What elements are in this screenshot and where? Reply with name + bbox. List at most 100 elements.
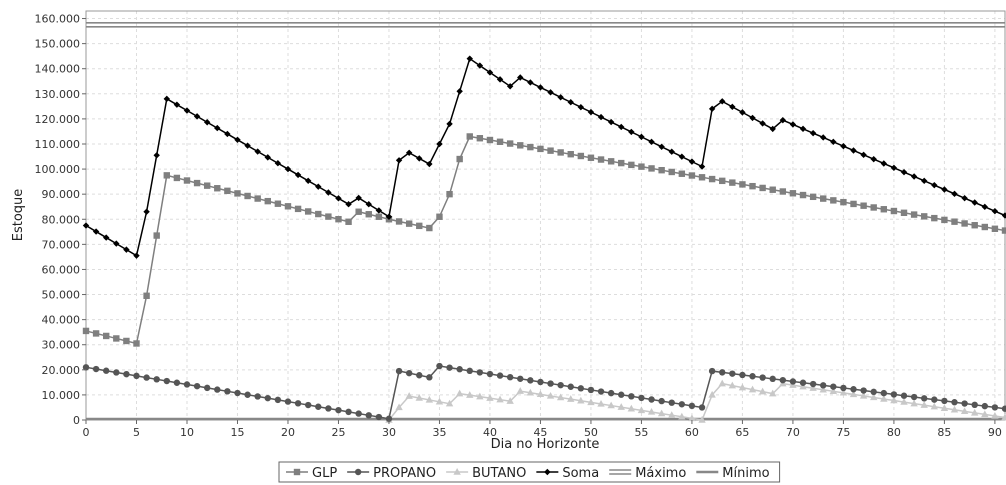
soma-point (587, 108, 595, 116)
glp-point (759, 184, 766, 192)
soma-point (315, 183, 322, 190)
x-tick-label: 20 (281, 426, 295, 439)
soma-point (436, 140, 443, 148)
x-tick-label: 55 (634, 426, 648, 439)
soma-point (517, 74, 524, 81)
soma-point (163, 95, 170, 103)
soma-point (860, 151, 867, 159)
propano-point (567, 383, 574, 390)
propano-point (375, 413, 383, 421)
y-tick-label: 70.000 (42, 238, 81, 251)
glp-point (203, 182, 211, 189)
propano-point (365, 412, 372, 419)
soma-point (102, 234, 110, 241)
soma-point (698, 163, 706, 170)
legend-marker (453, 468, 461, 475)
legend-label: Máximo (635, 466, 686, 481)
x-axis-label: Dia no Horizonte (491, 437, 600, 452)
glp-point (648, 165, 655, 172)
propano-point (668, 399, 675, 406)
glp-point (830, 197, 837, 204)
glp-point (910, 211, 918, 218)
series-soma (82, 55, 1006, 259)
butano-point (819, 385, 827, 393)
glp-point (880, 206, 888, 213)
propano-point (254, 393, 261, 400)
propano-point (92, 365, 100, 373)
y-tick-label: 90.000 (42, 188, 81, 201)
propano-point (102, 367, 110, 374)
butano-point (870, 393, 878, 401)
series-glp (82, 133, 1006, 347)
butano-point (587, 398, 595, 406)
glp-point (143, 292, 150, 299)
soma-point (719, 98, 726, 105)
glp-point (436, 213, 443, 220)
propano-point (729, 370, 736, 377)
propano-point (779, 376, 787, 384)
butano-point (657, 409, 666, 417)
propano-point (456, 366, 463, 373)
soma-point (92, 228, 100, 235)
glp-point (466, 133, 473, 140)
soma-point (203, 119, 211, 126)
soma-point (991, 207, 999, 215)
soma-point (749, 114, 756, 122)
propano-point (688, 402, 696, 410)
propano-point (183, 381, 191, 388)
glp-point (931, 214, 938, 222)
x-tick-label: 65 (735, 426, 749, 439)
y-tick-label: 50.000 (42, 289, 81, 302)
soma-point (820, 134, 827, 141)
glp-point (981, 223, 989, 231)
soma-point (688, 158, 696, 165)
x-tick-label: 90 (988, 426, 1002, 439)
glp-point (890, 207, 898, 215)
propano-point (163, 377, 170, 385)
soma-point (153, 152, 160, 159)
butano-point (859, 391, 868, 399)
glp-point (102, 332, 110, 340)
propano-point (557, 381, 564, 389)
soma-line (85, 57, 1006, 257)
propano-point (153, 376, 160, 383)
soma-point (335, 195, 342, 202)
propano-point (82, 364, 90, 371)
glp-point (224, 187, 231, 195)
x-tick-label: 80 (887, 426, 901, 439)
glp-point (486, 136, 494, 144)
propano-point (547, 380, 554, 387)
propano-point (951, 399, 958, 406)
propano-point (426, 374, 433, 381)
propano-point (830, 383, 837, 390)
legend-item-glp: GLP (286, 466, 337, 481)
soma-point (446, 120, 453, 128)
legend-box (278, 461, 781, 483)
glp-point (587, 154, 595, 161)
x-tick-label: 40 (483, 426, 497, 439)
soma-point (900, 168, 908, 176)
series-butano (385, 379, 1006, 423)
soma-point (345, 201, 352, 208)
legend-item-mnimo: Mínimo (696, 466, 770, 481)
x-tick-label: 10 (180, 426, 194, 439)
propano-point (698, 404, 706, 411)
glp-point (82, 327, 90, 335)
butano-point (930, 402, 939, 410)
soma-point (466, 55, 473, 62)
butano-point (476, 392, 484, 400)
propano-point (638, 394, 645, 402)
propano-point (385, 415, 393, 422)
soma-point (577, 103, 585, 111)
soma-point (941, 186, 948, 193)
glp-point (698, 174, 706, 181)
x-tick-label: 30 (382, 426, 396, 439)
glp-point (941, 216, 948, 224)
propano-point (971, 401, 978, 409)
y-tick-label: 80.000 (42, 213, 81, 226)
propano-point (405, 369, 413, 377)
glp-point (628, 161, 635, 169)
butano-point (577, 396, 585, 404)
soma-point (1001, 212, 1006, 219)
glp-point (769, 186, 776, 193)
